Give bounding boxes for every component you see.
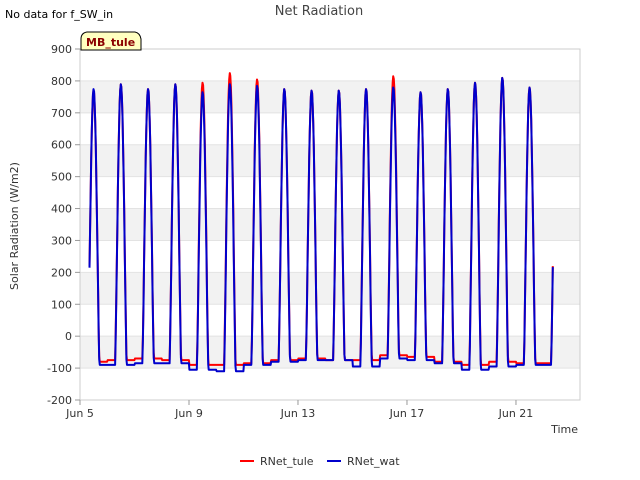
y-tick-label: 300 xyxy=(51,234,72,247)
no-data-notice: No data for f_SW_in xyxy=(5,8,113,21)
background-band xyxy=(80,144,580,177)
legend-label-rnet-wat: RNet_wat xyxy=(347,455,400,468)
x-tick-label: Jun 17 xyxy=(389,407,425,420)
background-band xyxy=(80,208,580,241)
y-tick-label: 900 xyxy=(51,43,72,56)
x-tick-label: Jun 9 xyxy=(174,407,203,420)
y-tick-label: 100 xyxy=(51,298,72,311)
y-tick-label: 0 xyxy=(65,330,72,343)
x-axis-ticks: Jun 5 Jun 9 Jun 13 Jun 17 Jun 21 xyxy=(65,400,533,420)
site-badge: MB_tule xyxy=(80,31,142,51)
x-axis-title: Time xyxy=(550,423,578,436)
background-bands xyxy=(80,80,580,369)
series-layer xyxy=(88,72,554,373)
y-tick-label: 500 xyxy=(51,171,72,184)
y-axis-title: Solar Radiation (W/m2) xyxy=(8,162,21,290)
y-tick-label: 700 xyxy=(51,107,72,120)
legend: RNet_tule RNet_wat xyxy=(240,455,400,468)
y-tick-label: -100 xyxy=(47,362,72,375)
x-tick-label: Jun 21 xyxy=(498,407,534,420)
y-tick-label: 600 xyxy=(51,139,72,152)
background-band xyxy=(80,272,580,305)
y-tick-label: 200 xyxy=(51,266,72,279)
x-tick-label: Jun 13 xyxy=(280,407,316,420)
badge-shape xyxy=(80,31,142,51)
legend-label-rnet-tule: RNet_tule xyxy=(260,455,314,468)
x-tick-label: Jun 5 xyxy=(65,407,94,420)
y-tick-label: 400 xyxy=(51,203,72,216)
series-line-rnet-wat xyxy=(88,76,554,373)
badge-label: MB_tule xyxy=(86,36,135,49)
plot-frame xyxy=(79,48,581,401)
chart-title: Net Radiation xyxy=(275,4,363,19)
y-axis-ticks: -200 -100 0 100 200 300 400 500 600 700 800 900 xyxy=(47,43,80,407)
background-band xyxy=(80,80,580,113)
y-tick-label: -200 xyxy=(47,394,72,407)
y-tick-label: 800 xyxy=(51,75,72,88)
